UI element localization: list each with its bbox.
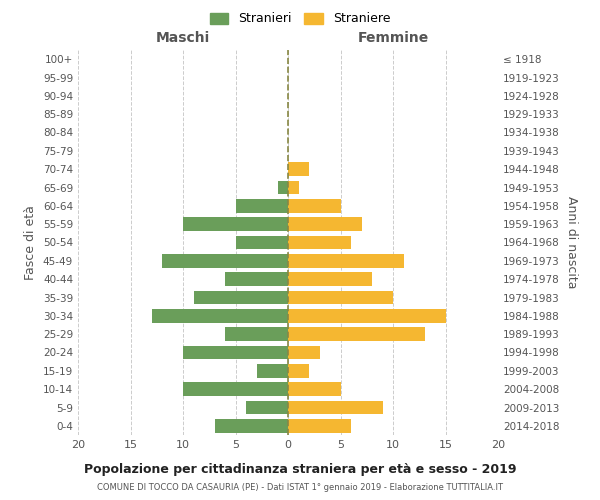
Bar <box>235 199 288 212</box>
Bar <box>288 162 309 176</box>
Text: Popolazione per cittadinanza straniera per età e sesso - 2019: Popolazione per cittadinanza straniera p… <box>84 462 516 475</box>
Bar <box>257 364 288 378</box>
Bar <box>288 218 361 231</box>
Y-axis label: Anni di nascita: Anni di nascita <box>565 196 578 289</box>
Bar <box>225 328 288 341</box>
Legend: Stranieri, Straniere: Stranieri, Straniere <box>206 8 394 29</box>
Bar <box>215 419 288 432</box>
Bar <box>288 346 320 360</box>
Text: COMUNE DI TOCCO DA CASAURIA (PE) - Dati ISTAT 1° gennaio 2019 - Elaborazione TUT: COMUNE DI TOCCO DA CASAURIA (PE) - Dati … <box>97 482 503 492</box>
Bar <box>288 254 404 268</box>
Bar <box>288 400 383 414</box>
Text: Femmine: Femmine <box>358 30 428 44</box>
Bar <box>288 309 445 322</box>
Bar <box>288 236 351 250</box>
Bar <box>225 272 288 286</box>
Bar <box>288 419 351 432</box>
Bar <box>183 382 288 396</box>
Y-axis label: Fasce di età: Fasce di età <box>25 205 37 280</box>
Bar <box>183 346 288 360</box>
Bar <box>193 290 288 304</box>
Bar <box>246 400 288 414</box>
Bar <box>183 218 288 231</box>
Bar <box>288 199 341 212</box>
Bar <box>235 236 288 250</box>
Bar <box>288 382 341 396</box>
Bar <box>151 309 288 322</box>
Text: Maschi: Maschi <box>156 30 210 44</box>
Bar <box>288 180 299 194</box>
Bar <box>288 290 393 304</box>
Bar <box>277 180 288 194</box>
Bar <box>288 328 425 341</box>
Bar <box>288 272 372 286</box>
Bar <box>288 364 309 378</box>
Bar <box>162 254 288 268</box>
